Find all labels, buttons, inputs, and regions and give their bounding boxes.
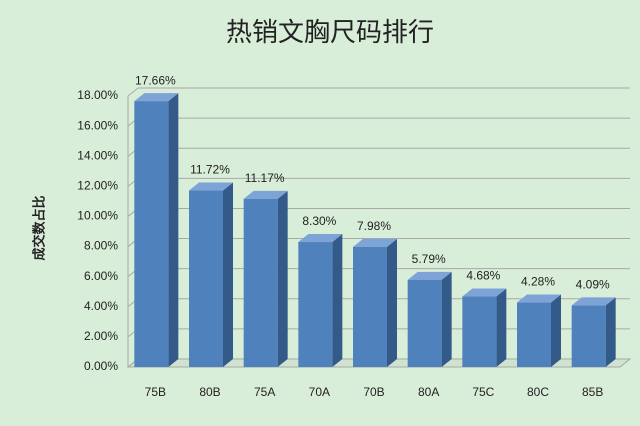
bar-top [189, 182, 233, 191]
value-label: 8.30% [302, 214, 336, 228]
bar-top [407, 271, 452, 280]
bar-side [332, 234, 343, 367]
bar [243, 190, 288, 367]
chart-title: 热销文胸尺码排行 [226, 17, 434, 47]
value-label: 11.17% [245, 171, 285, 185]
y-tick-label: 0.00% [84, 359, 118, 373]
y-tick-label: 18.00% [77, 88, 118, 102]
bar-side [551, 294, 561, 367]
bar-side [387, 238, 397, 367]
x-tick-label: 80C [527, 385, 549, 399]
bar-side [605, 297, 616, 367]
bar [462, 288, 507, 367]
bar [189, 182, 233, 367]
bar-side [223, 182, 233, 367]
x-tick-label: 75B [145, 385, 166, 399]
y-tick-label: 10.00% [77, 209, 118, 223]
bar-side [496, 288, 507, 367]
bar [353, 238, 397, 367]
value-label: 5.79% [412, 252, 446, 266]
y-tick-label: 4.00% [84, 299, 118, 313]
bar-front [571, 305, 606, 367]
bar [298, 234, 343, 367]
y-tick-label: 14.00% [77, 148, 118, 162]
bar-top [243, 190, 288, 199]
grid-line-side [127, 87, 139, 97]
bar-front [134, 101, 169, 367]
bar-front [353, 246, 387, 367]
bar-front [189, 190, 223, 367]
value-label: 7.98% [357, 219, 391, 233]
bar-front [517, 302, 551, 367]
y-tick-label: 8.00% [84, 239, 118, 253]
bar-front [298, 242, 333, 367]
value-label: 4.28% [521, 275, 555, 289]
value-label: 11.72% [190, 163, 230, 177]
bar [571, 297, 616, 367]
y-tick-label: 12.00% [77, 179, 118, 193]
bar [134, 93, 179, 367]
x-tick-label: 75C [472, 385, 494, 399]
bar-side [441, 271, 452, 367]
x-tick-label: 70A [309, 385, 330, 399]
bar-top [134, 93, 179, 102]
bar-top [298, 234, 343, 243]
y-tick-label: 6.00% [84, 269, 118, 283]
x-tick-label: 70B [363, 385, 384, 399]
bar-top [353, 238, 397, 247]
bar-top [571, 297, 616, 306]
bar [407, 271, 452, 367]
x-tick-label: 85B [582, 385, 603, 399]
x-tick-label: 80A [418, 385, 439, 399]
value-label: 4.68% [466, 269, 500, 283]
bar-side [168, 93, 179, 367]
bar-front [462, 296, 497, 367]
bar-top [517, 294, 561, 303]
bar [517, 294, 561, 367]
x-tick-label: 80B [199, 385, 220, 399]
x-tick-label: 75A [254, 385, 275, 399]
y-axis-label: 成交数占比 [31, 195, 46, 260]
value-label: 17.66% [135, 73, 176, 87]
y-tick-label: 2.00% [84, 329, 118, 343]
bar-front [407, 279, 442, 367]
bar-front [243, 198, 278, 367]
bar-top [462, 288, 507, 297]
bar-side [277, 190, 288, 367]
value-label: 4.09% [576, 278, 610, 292]
y-tick-label: 16.00% [77, 118, 118, 132]
